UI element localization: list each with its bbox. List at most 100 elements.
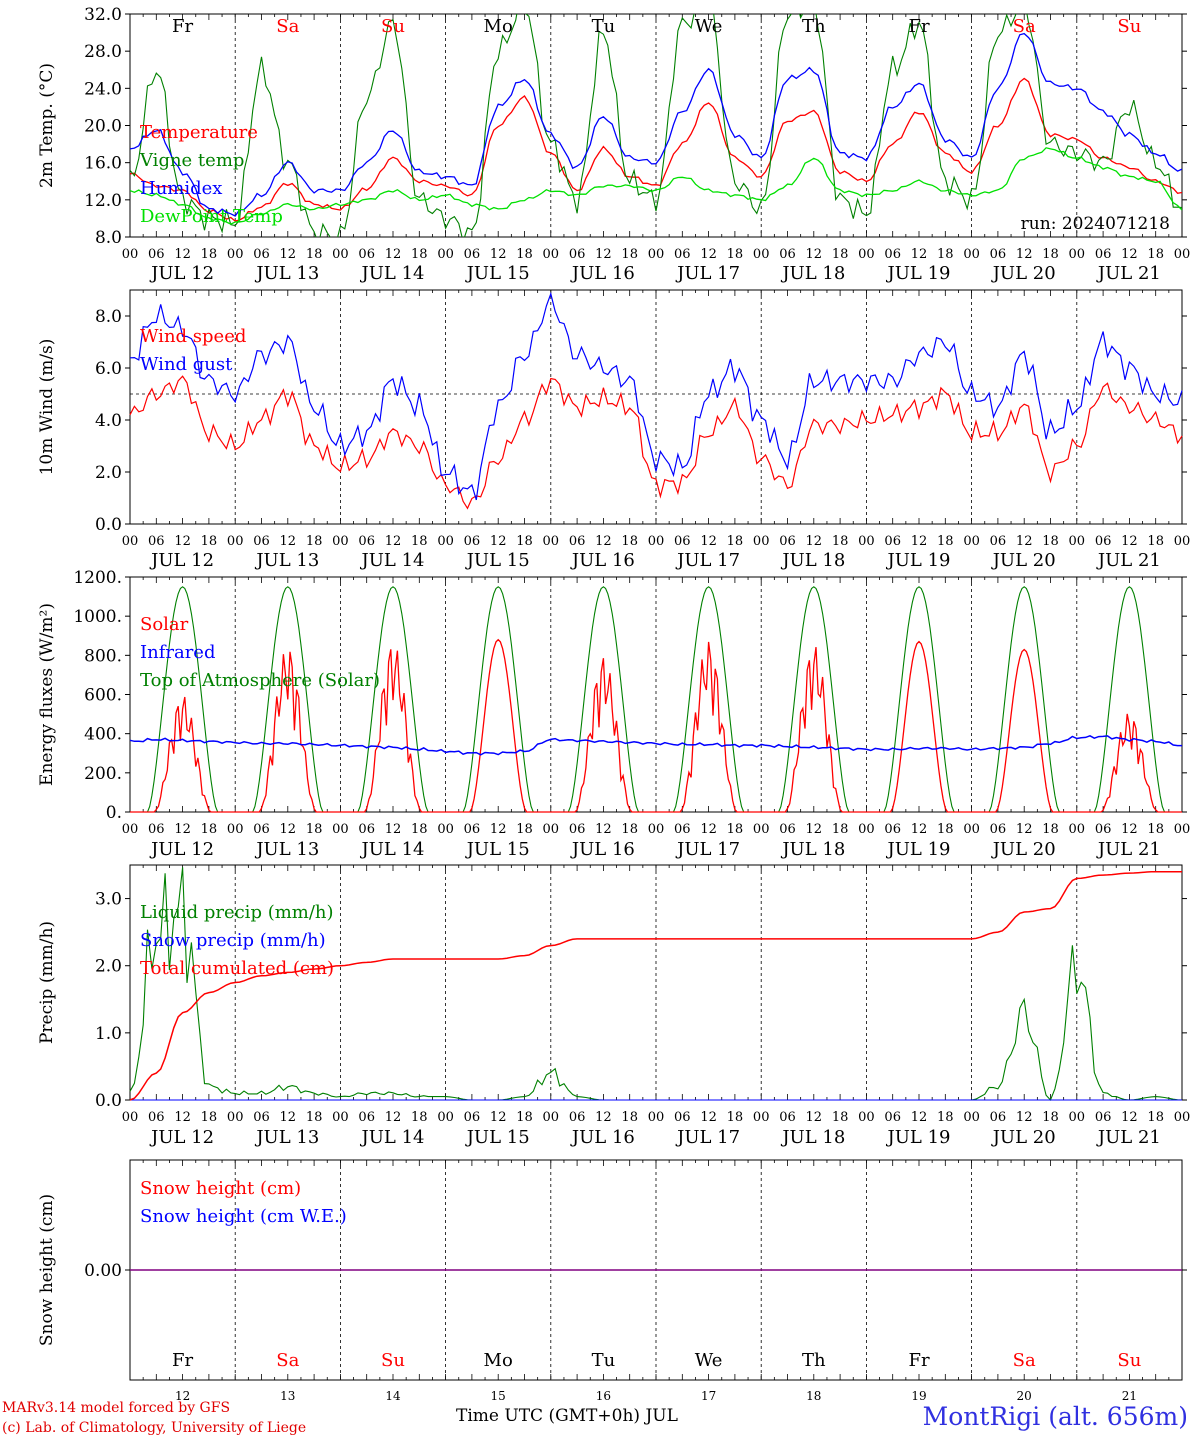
hour-tick-label: 00 xyxy=(1069,1110,1086,1125)
hour-tick-label: 18 xyxy=(411,1110,428,1125)
hour-tick-label: 06 xyxy=(779,822,796,837)
date-label: JUL 20 xyxy=(991,839,1056,860)
y-tick-label: 800. xyxy=(84,646,122,666)
hour-tick-label: 12 xyxy=(595,534,612,549)
y-tick-label: 1000. xyxy=(73,607,122,627)
hour-tick-label: 06 xyxy=(358,247,375,262)
date-label: JUL 13 xyxy=(254,263,319,284)
hour-tick-label: 00 xyxy=(227,1110,244,1125)
weekday-label: Su xyxy=(381,1350,405,1371)
y-tick-label: 400. xyxy=(84,725,122,745)
y-axis-label: Snow height (cm) xyxy=(37,1194,57,1346)
day-number-label: 16 xyxy=(596,1389,611,1403)
hour-tick-label: 18 xyxy=(1042,822,1059,837)
hour-tick-label: 18 xyxy=(306,1110,323,1125)
hour-tick-label: 18 xyxy=(727,247,744,262)
hour-tick-label: 06 xyxy=(464,1110,481,1125)
hour-tick-label: 12 xyxy=(490,1110,507,1125)
hour-tick-label: 06 xyxy=(569,1110,586,1125)
hour-tick-label: 00 xyxy=(858,822,875,837)
hour-tick-label: 18 xyxy=(621,534,638,549)
day-number-label: 20 xyxy=(1017,1389,1032,1403)
weekday-label: Sa xyxy=(1013,16,1036,37)
hour-tick-label: 12 xyxy=(174,534,191,549)
hour-tick-label: 00 xyxy=(648,534,665,549)
hour-tick-label: 06 xyxy=(990,822,1007,837)
weekday-label: Su xyxy=(381,16,405,37)
hour-tick-label: 12 xyxy=(385,534,402,549)
date-label: JUL 18 xyxy=(780,550,845,571)
date-label: JUL 12 xyxy=(149,1127,214,1148)
hour-tick-label: 12 xyxy=(595,247,612,262)
panel-3: 0. 200. 400. 600. 800. 1000. 1200. Energy fluxe… xyxy=(37,568,1190,860)
hour-tick-label: 12 xyxy=(1016,822,1033,837)
date-label: JUL 13 xyxy=(254,1127,319,1148)
hour-tick-label: 00 xyxy=(753,534,770,549)
hour-tick-label: 12 xyxy=(280,534,297,549)
y-tick-label: 16.0 xyxy=(84,154,122,174)
hour-tick-label: 12 xyxy=(1121,534,1138,549)
hour-tick-label: 00 xyxy=(332,822,349,837)
hour-tick-label: 12 xyxy=(490,534,507,549)
hour-tick-label: 18 xyxy=(411,534,428,549)
hour-tick-label: 12 xyxy=(700,247,717,262)
series-line-0 xyxy=(129,375,1183,510)
date-label: JUL 14 xyxy=(360,550,425,571)
hour-tick-label: 00 xyxy=(1174,247,1191,262)
legend-entry: Wind gust xyxy=(140,354,233,375)
hour-tick-label: 00 xyxy=(437,534,454,549)
series-line-3 xyxy=(130,147,1182,225)
hour-tick-label: 12 xyxy=(1016,247,1033,262)
hour-tick-label: 00 xyxy=(227,822,244,837)
date-label: JUL 21 xyxy=(1096,839,1161,860)
hour-tick-label: 06 xyxy=(884,822,901,837)
hour-tick-label: 18 xyxy=(937,534,954,549)
y-tick-label: 2.0 xyxy=(95,957,122,977)
weekday-label: Tu xyxy=(592,16,616,37)
hour-tick-label: 00 xyxy=(122,822,139,837)
panel-1: 8.0 12.0 16.0 20.0 24.0 28.0 32.0 2m Temp. (°C)… xyxy=(37,5,1191,284)
y-tick-label: 0.0 xyxy=(95,515,122,535)
hour-tick-label: 18 xyxy=(937,1110,954,1125)
hour-tick-label: 12 xyxy=(174,822,191,837)
hour-tick-label: 00 xyxy=(332,247,349,262)
hour-tick-label: 18 xyxy=(201,822,218,837)
hour-tick-label: 12 xyxy=(911,822,928,837)
weekday-label: Th xyxy=(802,1350,826,1371)
hour-tick-label: 18 xyxy=(411,822,428,837)
series-group xyxy=(130,14,1182,237)
hour-tick-label: 12 xyxy=(806,822,823,837)
y-tick-label: 0.0 xyxy=(95,1091,122,1111)
hour-tick-label: 00 xyxy=(543,247,560,262)
hour-tick-label: 00 xyxy=(122,247,139,262)
date-label: JUL 13 xyxy=(254,550,319,571)
day-number-label: 21 xyxy=(1122,1389,1137,1403)
hour-tick-label: 18 xyxy=(516,247,533,262)
day-number-label: 15 xyxy=(491,1389,506,1403)
y-tick-label: 600. xyxy=(84,686,122,706)
hour-tick-label: 06 xyxy=(990,247,1007,262)
hour-tick-label: 18 xyxy=(832,247,849,262)
hour-tick-label: 12 xyxy=(174,247,191,262)
hour-tick-label: 00 xyxy=(227,534,244,549)
y-tick-label: 4.0 xyxy=(95,411,122,431)
hour-tick-label: 06 xyxy=(253,1110,270,1125)
day-number-label: 17 xyxy=(701,1389,716,1403)
hour-tick-label: 00 xyxy=(332,1110,349,1125)
day-number-label: 19 xyxy=(911,1389,926,1403)
hour-tick-label: 12 xyxy=(806,534,823,549)
date-label: JUL 20 xyxy=(991,1127,1056,1148)
hour-tick-label: 18 xyxy=(727,534,744,549)
date-label: JUL 16 xyxy=(570,263,635,284)
hour-tick-label: 00 xyxy=(648,822,665,837)
hour-tick-label: 18 xyxy=(621,1110,638,1125)
legend-entry: Snow precip (mm/h) xyxy=(140,930,326,951)
hour-tick-label: 00 xyxy=(648,1110,665,1125)
date-label: JUL 21 xyxy=(1096,1127,1161,1148)
date-label: JUL 20 xyxy=(991,263,1056,284)
series-line-1 xyxy=(129,291,1183,501)
series-line-2 xyxy=(129,870,1182,1101)
date-label: JUL 19 xyxy=(886,550,951,571)
legend-entry: Snow height (cm) xyxy=(140,1178,301,1199)
date-label: JUL 15 xyxy=(465,839,530,860)
